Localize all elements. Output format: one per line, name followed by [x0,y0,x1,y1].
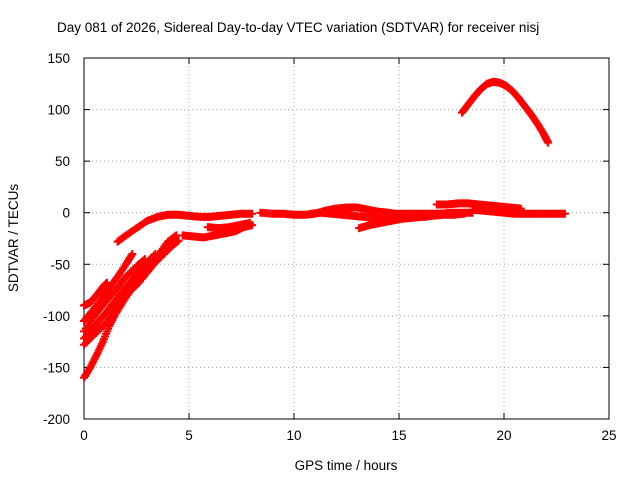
y-tick-label: 50 [55,154,70,169]
y-tick-label: 150 [47,51,70,66]
chart-title: Day 081 of 2026, Sidereal Day-to-day VTE… [57,20,539,35]
data-point [128,249,137,258]
y-tick-label: 0 [62,206,70,221]
x-tick-label: 5 [185,428,193,443]
data-point [174,236,183,245]
y-tick-label: -50 [50,257,70,272]
y-tick-label: -150 [43,360,70,375]
data-point [245,219,254,228]
x-tick-label: 15 [391,428,406,443]
y-axis-label: SDTVAR / TECUs [6,184,21,293]
y-tick-label: -100 [43,309,70,324]
series-arc-7 [113,209,256,246]
data-point [171,232,179,241]
x-tick-label: 25 [601,428,616,443]
data-point [248,209,256,218]
series-arc-1 [80,278,112,310]
series-arc-15 [468,205,569,218]
data-point [544,138,553,147]
series-arc-13 [374,208,477,218]
series-arc-9 [203,219,254,233]
plot-frame [83,57,610,420]
series-arc-4 [80,249,160,343]
x-tick-label: 20 [496,428,511,443]
series-arc-3 [80,255,149,336]
y-tick-label: -200 [43,412,70,427]
x-tick-labels: 0 5 10 15 20 25 [80,428,616,443]
y-tick-label: 100 [47,103,70,118]
series-arc-16 [458,77,553,147]
y-tick-labels: -200 -150 -100 -50 0 50 100 150 [43,51,70,427]
x-tick-label: 0 [80,428,88,443]
data-point [560,209,569,218]
data-points [80,77,569,382]
series-arc-14 [432,199,525,213]
axis-ticks [83,57,610,420]
x-tick-label: 10 [286,428,301,443]
series-arc-6 [80,236,183,382]
x-axis-label: GPS time / hours [295,458,398,473]
